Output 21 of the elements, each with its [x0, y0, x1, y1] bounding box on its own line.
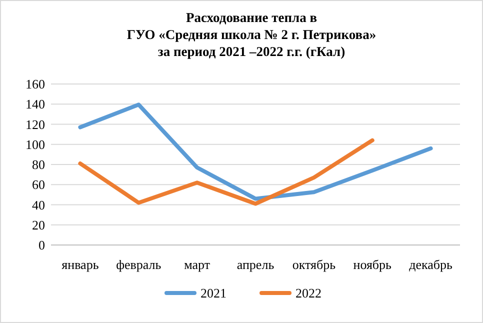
x-tick-label: апрель: [236, 257, 274, 272]
y-tick-label: 100: [26, 136, 45, 152]
x-tick-label: ноябрь: [353, 257, 392, 272]
x-tick-label: октябрь: [292, 257, 336, 272]
legend-label: 2021: [200, 286, 226, 301]
x-tick-label: февраль: [116, 257, 162, 272]
y-tick-label: 0: [38, 238, 45, 253]
y-tick-label: 140: [26, 96, 45, 112]
line-series: [78, 138, 374, 206]
x-tick-label: март: [184, 257, 210, 272]
legend-label: 2022: [296, 286, 322, 301]
x-tick-label: январь: [62, 257, 99, 272]
x-tick-label: декабрь: [409, 257, 453, 272]
chart-title: Расходование тепла в ГУО «Средняя школа № 2 г. Петрикова» за период 2021 –2022 г.г. (гКал): [126, 10, 376, 59]
y-tick-label: 160: [26, 76, 45, 92]
y-tick-label: 120: [26, 116, 45, 132]
y-tick-label: 60: [32, 177, 45, 192]
line-series: [78, 102, 433, 201]
y-tick-label: 20: [32, 217, 45, 232]
y-tick-label: 80: [32, 157, 45, 172]
y-tick-label: 40: [32, 197, 45, 212]
